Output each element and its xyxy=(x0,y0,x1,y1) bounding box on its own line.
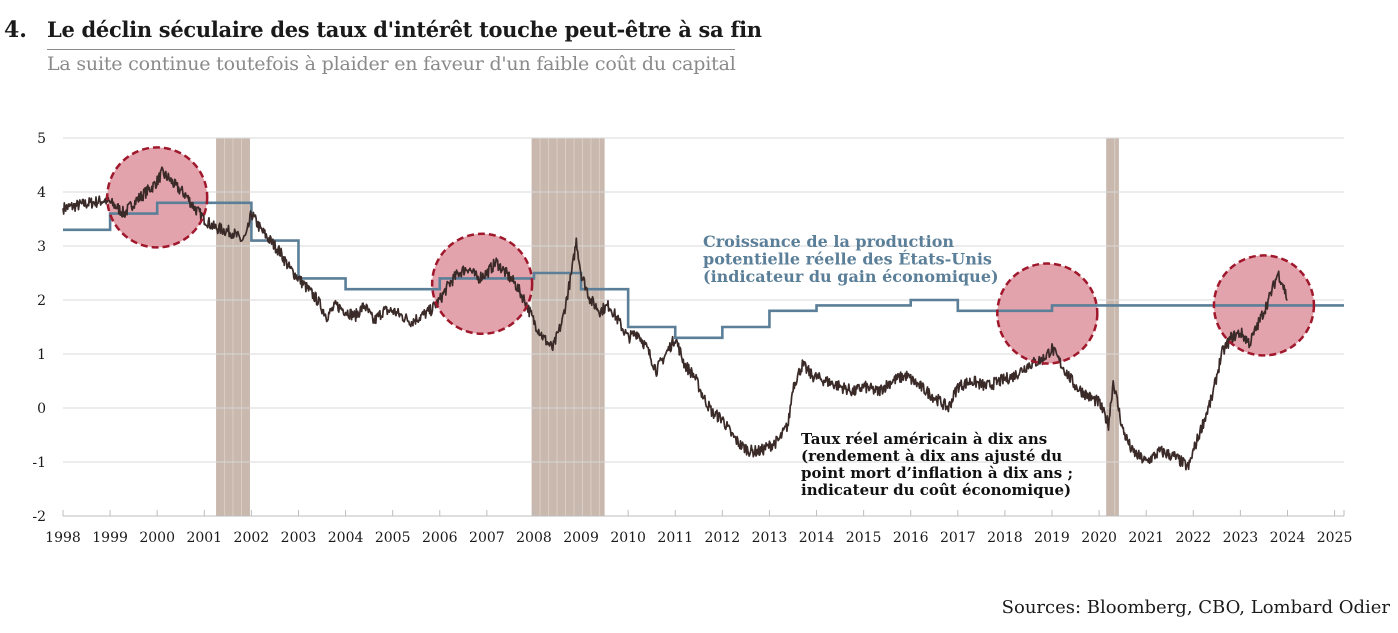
y-tick-label: 0 xyxy=(37,401,46,417)
y-tick-label: 1 xyxy=(37,347,46,363)
highlight-circle-outline xyxy=(430,232,534,336)
title-divider xyxy=(47,49,735,50)
highlight-circle-outline xyxy=(1212,254,1316,357)
x-tick-label: 2017 xyxy=(940,530,976,546)
series-lines xyxy=(62,166,1344,471)
x-tick-label: 2000 xyxy=(139,530,175,546)
x-tick-label: 2013 xyxy=(752,530,788,546)
gridlines xyxy=(63,137,1344,463)
x-tick-label: 2024 xyxy=(1270,530,1306,546)
chart-subtitle: La suite continue toutefois à plaider en… xyxy=(47,53,736,75)
x-tick-label: 2003 xyxy=(281,530,317,546)
x-tick-label: 2018 xyxy=(987,530,1023,546)
annotation-real-rate-line: (rendement à dix ans ajusté du xyxy=(801,447,1062,465)
annotation-real-rate-line: point mort d’inflation à dix ans ; xyxy=(801,464,1073,482)
recession-band xyxy=(531,138,605,516)
x-tick-label: 2023 xyxy=(1223,530,1259,546)
y-tick-label: 2 xyxy=(37,293,46,309)
recession-band xyxy=(1106,138,1119,516)
x-tick-label: 2022 xyxy=(1175,530,1211,546)
x-tick-label: 2016 xyxy=(893,530,929,546)
axes: 5 4 3 2 1 0 -1 -2 1998 1999 2000 2001 2002 2003 2004 20… xyxy=(32,131,1352,546)
x-tick-label: 2006 xyxy=(422,530,458,546)
x-tick-label: 2008 xyxy=(516,530,552,546)
x-tick-label: 2019 xyxy=(1034,530,1070,546)
y-tick-label: -2 xyxy=(32,509,46,525)
annotation-potential-growth-line: Croissance de la production xyxy=(703,232,954,251)
x-tick-label: 2015 xyxy=(846,530,882,546)
y-tick-label: 4 xyxy=(37,185,46,201)
x-tick-label: 2014 xyxy=(799,530,835,546)
x-tick-label: 1999 xyxy=(92,530,128,546)
highlight-circle-outline xyxy=(996,262,1099,365)
recession-bands xyxy=(216,138,1119,516)
series-line-real-rate xyxy=(62,166,1288,471)
x-tick-label: 1998 xyxy=(45,530,81,546)
annotation-potential-growth-line: (indicateur du gain économique) xyxy=(703,267,999,286)
x-tick-label: 2011 xyxy=(657,530,693,546)
x-tick-label: 2025 xyxy=(1317,530,1353,546)
y-tick-label: -1 xyxy=(32,455,46,471)
highlight-circle-outline xyxy=(105,146,209,249)
chart-title: Le déclin séculaire des taux d'intérêt t… xyxy=(47,17,762,42)
x-tick-label: 2005 xyxy=(375,530,411,546)
x-tick-label: 2009 xyxy=(563,530,599,546)
highlight-circle xyxy=(432,233,533,334)
highlight-circles-outline xyxy=(105,146,1316,365)
x-tick-label: 2010 xyxy=(610,530,646,546)
x-tick-label: 2012 xyxy=(705,530,741,546)
x-tick-label: 2007 xyxy=(469,530,505,546)
series-line-potential-growth xyxy=(63,201,1344,340)
highlight-circle xyxy=(997,263,1098,364)
figure-number: 4. xyxy=(4,17,27,43)
source-note: Sources: Bloomberg, CBO, Lombard Odier xyxy=(1001,597,1390,618)
annotation-potential-growth-line: potentielle réelle des États-Unis xyxy=(703,249,992,269)
annotation-real-rate-line: Taux réel américain à dix ans xyxy=(801,430,1047,448)
y-tick-label: 3 xyxy=(37,239,46,255)
highlight-circle xyxy=(107,147,208,248)
x-tick-label: 2021 xyxy=(1128,530,1164,546)
y-tick-label: 5 xyxy=(37,131,46,147)
annotation-real-rate-line: indicateur du coût économique) xyxy=(801,481,1071,499)
x-tick-label: 2004 xyxy=(328,530,364,546)
x-tick-label: 2020 xyxy=(1081,530,1117,546)
x-tick-label: 2002 xyxy=(234,530,270,546)
x-tick-label: 2001 xyxy=(186,530,222,546)
